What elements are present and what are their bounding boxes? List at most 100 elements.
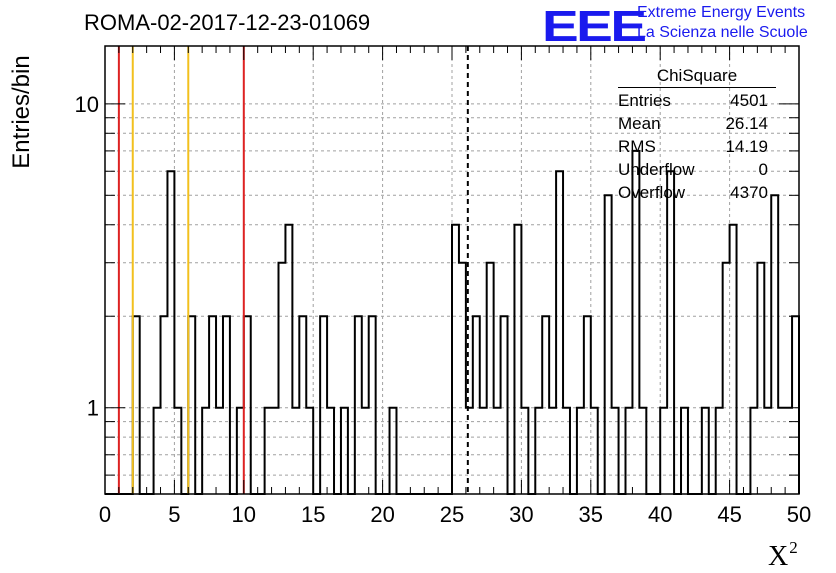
histogram-bar: [639, 408, 646, 494]
histogram-bar: [702, 408, 709, 494]
x-axis-label: X2: [768, 538, 798, 573]
stats-value: 4501: [730, 91, 768, 110]
stats-value: 4370: [730, 183, 768, 202]
histogram-bar: [167, 171, 174, 494]
x-tick-label: 5: [168, 502, 180, 527]
stats-value: 0: [758, 160, 768, 179]
histogram-bar: [716, 408, 723, 494]
histogram-bar: [133, 316, 140, 494]
run-title: ROMA-02-2017-12-23-01069: [84, 10, 371, 35]
histogram-bar: [237, 408, 244, 494]
histogram-bar: [750, 408, 757, 494]
histogram-bar: [480, 408, 487, 494]
histogram-bar: [306, 408, 313, 494]
histogram-bar: [563, 408, 570, 494]
stats-title: ChiSquare: [618, 66, 776, 88]
x-tick-label: 0: [99, 502, 111, 527]
histogram-bar: [390, 408, 397, 494]
histogram-bar: [369, 316, 376, 494]
histogram-bar: [730, 225, 737, 494]
x-tick-label: 20: [370, 502, 394, 527]
histogram-bar: [154, 408, 161, 494]
histogram-bar: [605, 195, 612, 494]
stats-key: RMS: [618, 137, 656, 156]
histogram-bar: [660, 408, 667, 494]
histogram-bar: [487, 263, 494, 494]
histogram-bar: [681, 408, 688, 494]
x-tick-label: 35: [579, 502, 603, 527]
histogram-bar: [272, 408, 279, 494]
histogram-bar: [535, 408, 542, 494]
x-tick-label: 25: [440, 502, 464, 527]
x-axis-label-base: X: [768, 541, 789, 572]
y-tick-label: 10: [75, 92, 99, 117]
histogram-bar: [521, 408, 528, 494]
x-tick-label: 50: [787, 502, 811, 527]
stats-value: 26.14: [725, 114, 768, 133]
histogram-bar: [757, 263, 764, 494]
histogram-bar: [174, 408, 181, 494]
histogram-bar: [362, 408, 369, 494]
histogram-bar: [216, 408, 223, 494]
logo-line-2: La Scienza nelle Scuole: [637, 24, 808, 41]
histogram-bar: [771, 195, 778, 494]
stats-box: ChiSquare Entries 4501 Mean 26.14 RMS 14.19…: [612, 66, 778, 204]
stats-row: Underflow 0: [612, 158, 778, 181]
histogram-bar: [577, 408, 584, 494]
stats-key: Mean: [618, 114, 661, 133]
histogram-bar: [501, 316, 508, 494]
histogram-bar: [549, 408, 556, 494]
histogram-bar: [612, 408, 619, 494]
histogram-bar: [292, 408, 299, 494]
histogram-bar: [285, 225, 292, 494]
histogram-bar: [279, 263, 286, 494]
histogram-bar: [667, 171, 674, 494]
histogram-bar: [299, 316, 306, 494]
stats-row: Overflow 4370: [612, 181, 778, 204]
histogram-bar: [355, 316, 362, 494]
histogram-bar: [209, 316, 216, 494]
stats-key: Entries: [618, 91, 671, 110]
histogram-bar: [320, 316, 327, 494]
y-tick-label: 1: [87, 396, 99, 421]
histogram-bar: [514, 225, 521, 494]
stats-key: Overflow: [618, 183, 686, 202]
histogram-outline: [105, 149, 800, 495]
x-tick-label: 40: [648, 502, 672, 527]
histogram-bar: [244, 316, 251, 494]
histogram-bar: [778, 408, 785, 494]
histogram-bar: [202, 408, 209, 494]
logo-line-1: Extreme Energy Events: [637, 4, 806, 21]
histogram-bar: [494, 408, 501, 494]
stats-key: Underflow: [618, 160, 695, 179]
histogram-bar: [764, 408, 771, 494]
histogram-bar: [591, 408, 598, 494]
x-axis-label-superscript: 2: [789, 538, 798, 557]
stats-row: RMS 14.19: [612, 135, 778, 158]
eee-logo: EEE: [542, 2, 647, 51]
x-tick-label: 45: [717, 502, 741, 527]
stats-row: Mean 26.14: [612, 112, 778, 135]
histogram-bar: [473, 316, 480, 494]
histogram-bar: [584, 316, 591, 494]
histogram-bar: [188, 316, 195, 494]
stats-value: 14.19: [725, 137, 768, 156]
histogram-bar: [723, 263, 730, 494]
histogram-bar: [327, 408, 334, 494]
histogram-bar: [785, 408, 792, 494]
x-tick-label: 15: [301, 502, 325, 527]
x-tick-label: 10: [232, 502, 256, 527]
histogram-bar: [459, 263, 466, 494]
histogram-bar: [223, 316, 230, 494]
histogram-bar: [542, 316, 549, 494]
y-axis-label: Entries/bin: [8, 55, 35, 169]
histogram-bar: [556, 171, 563, 494]
x-tick-label: 30: [509, 502, 533, 527]
histogram-bar: [626, 408, 633, 494]
stats-row: Entries 4501: [612, 89, 778, 112]
histogram-bar: [161, 316, 168, 494]
histogram-bar: [341, 408, 348, 494]
histogram-bar: [792, 316, 799, 494]
histogram-bar: [265, 408, 272, 494]
